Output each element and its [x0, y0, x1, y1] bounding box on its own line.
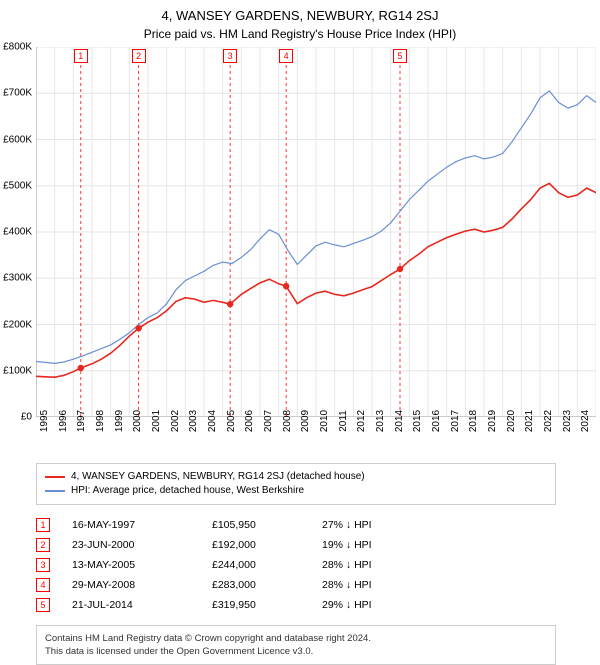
y-tick-label: £500K: [3, 180, 32, 191]
sale-delta: 19% ↓ HPI: [322, 539, 442, 551]
y-tick-label: £0: [21, 412, 32, 423]
sale-delta: 29% ↓ HPI: [322, 599, 442, 611]
attribution-box: Contains HM Land Registry data © Crown c…: [36, 625, 556, 665]
sales-row: 4 29-MAY-2008£283,00028% ↓ HPI: [36, 575, 556, 595]
attribution-line1: Contains HM Land Registry data © Crown c…: [45, 632, 547, 645]
sale-marker: 2: [36, 538, 50, 552]
x-tick-label: 2019: [487, 410, 498, 432]
x-tick-label: 1999: [114, 410, 125, 432]
sale-date: 23-JUN-2000: [72, 539, 212, 551]
sale-marker: 5: [36, 598, 50, 612]
legend-row: 4, WANSEY GARDENS, NEWBURY, RG14 2SJ (de…: [45, 470, 547, 484]
sale-price: £105,950: [212, 519, 322, 531]
x-tick-label: 1996: [58, 410, 69, 432]
chart-plot: [36, 47, 596, 417]
x-tick-label: 1997: [76, 410, 87, 432]
x-tick-label: 2002: [170, 410, 181, 432]
y-tick-label: £300K: [3, 273, 32, 284]
y-tick-label: £800K: [3, 42, 32, 53]
x-tick-label: 2023: [562, 410, 573, 432]
x-tick-label: 2020: [506, 410, 517, 432]
legend-label: HPI: Average price, detached house, West…: [71, 484, 304, 498]
x-tick-label: 2006: [244, 410, 255, 432]
x-tick-label: 2009: [300, 410, 311, 432]
x-tick-label: 2010: [319, 410, 330, 432]
x-tick-label: 2017: [450, 410, 461, 432]
sales-row: 5 21-JUL-2014£319,95029% ↓ HPI: [36, 595, 556, 615]
sale-marker: 1: [36, 518, 50, 532]
y-tick-label: £100K: [3, 365, 32, 376]
attribution-line2: This data is licensed under the Open Gov…: [45, 645, 547, 658]
x-tick-label: 2001: [151, 410, 162, 432]
sale-price: £319,950: [212, 599, 322, 611]
sale-price: £192,000: [212, 539, 322, 551]
sales-table: 1 16-MAY-1997£105,95027% ↓ HPI 2 23-JUN-200…: [36, 515, 556, 615]
chart-sale-marker: 5: [393, 49, 407, 63]
legend-row: HPI: Average price, detached house, West…: [45, 484, 547, 498]
x-tick-label: 2022: [543, 410, 554, 432]
sale-price: £244,000: [212, 559, 322, 571]
x-tick-label: 2008: [282, 410, 293, 432]
y-tick-label: £700K: [3, 88, 32, 99]
y-axis: £0£100K£200K£300K£400K£500K£600K£700K£80…: [0, 47, 36, 417]
x-tick-label: 2007: [263, 410, 274, 432]
x-tick-label: 2018: [468, 410, 479, 432]
sale-date: 16-MAY-1997: [72, 519, 212, 531]
chart-area: £0£100K£200K£300K£400K£500K£600K£700K£80…: [36, 47, 596, 417]
sale-delta: 27% ↓ HPI: [322, 519, 442, 531]
sales-row: 1 16-MAY-1997£105,95027% ↓ HPI: [36, 515, 556, 535]
x-tick-label: 2024: [580, 410, 591, 432]
sale-delta: 28% ↓ HPI: [322, 579, 442, 591]
x-axis: 1995199619971998199920002001200220032004…: [36, 417, 596, 455]
x-tick-label: 2004: [207, 410, 218, 432]
x-tick-label: 1995: [39, 410, 50, 432]
chart-sale-marker: 4: [279, 49, 293, 63]
legend-box: 4, WANSEY GARDENS, NEWBURY, RG14 2SJ (de…: [36, 463, 556, 505]
sale-marker: 3: [36, 558, 50, 572]
x-tick-label: 2000: [132, 410, 143, 432]
x-tick-label: 2013: [375, 410, 386, 432]
x-tick-label: 2014: [394, 410, 405, 432]
sale-date: 13-MAY-2005: [72, 559, 212, 571]
sale-price: £283,000: [212, 579, 322, 591]
chart-title: 4, WANSEY GARDENS, NEWBURY, RG14 2SJ: [0, 0, 600, 23]
sale-delta: 28% ↓ HPI: [322, 559, 442, 571]
sales-row: 2 23-JUN-2000£192,00019% ↓ HPI: [36, 535, 556, 555]
x-tick-label: 2012: [356, 410, 367, 432]
x-tick-label: 1998: [95, 410, 106, 432]
sales-row: 3 13-MAY-2005£244,00028% ↓ HPI: [36, 555, 556, 575]
chart-sale-marker: 3: [223, 49, 237, 63]
sale-date: 29-MAY-2008: [72, 579, 212, 591]
y-tick-label: £200K: [3, 319, 32, 330]
x-tick-label: 2021: [524, 410, 535, 432]
legend-label: 4, WANSEY GARDENS, NEWBURY, RG14 2SJ (de…: [71, 470, 365, 484]
legend-swatch: [45, 476, 65, 478]
x-tick-label: 2003: [188, 410, 199, 432]
legend-swatch: [45, 490, 65, 492]
sale-marker: 4: [36, 578, 50, 592]
y-tick-label: £600K: [3, 134, 32, 145]
x-tick-label: 2011: [338, 410, 349, 432]
x-tick-label: 2015: [412, 410, 423, 432]
x-tick-label: 2016: [431, 410, 442, 432]
x-tick-label: 2005: [226, 410, 237, 432]
sale-date: 21-JUL-2014: [72, 599, 212, 611]
chart-sale-marker: 2: [132, 49, 146, 63]
chart-sale-marker: 1: [74, 49, 88, 63]
chart-subtitle: Price paid vs. HM Land Registry's House …: [0, 23, 600, 47]
y-tick-label: £400K: [3, 227, 32, 238]
